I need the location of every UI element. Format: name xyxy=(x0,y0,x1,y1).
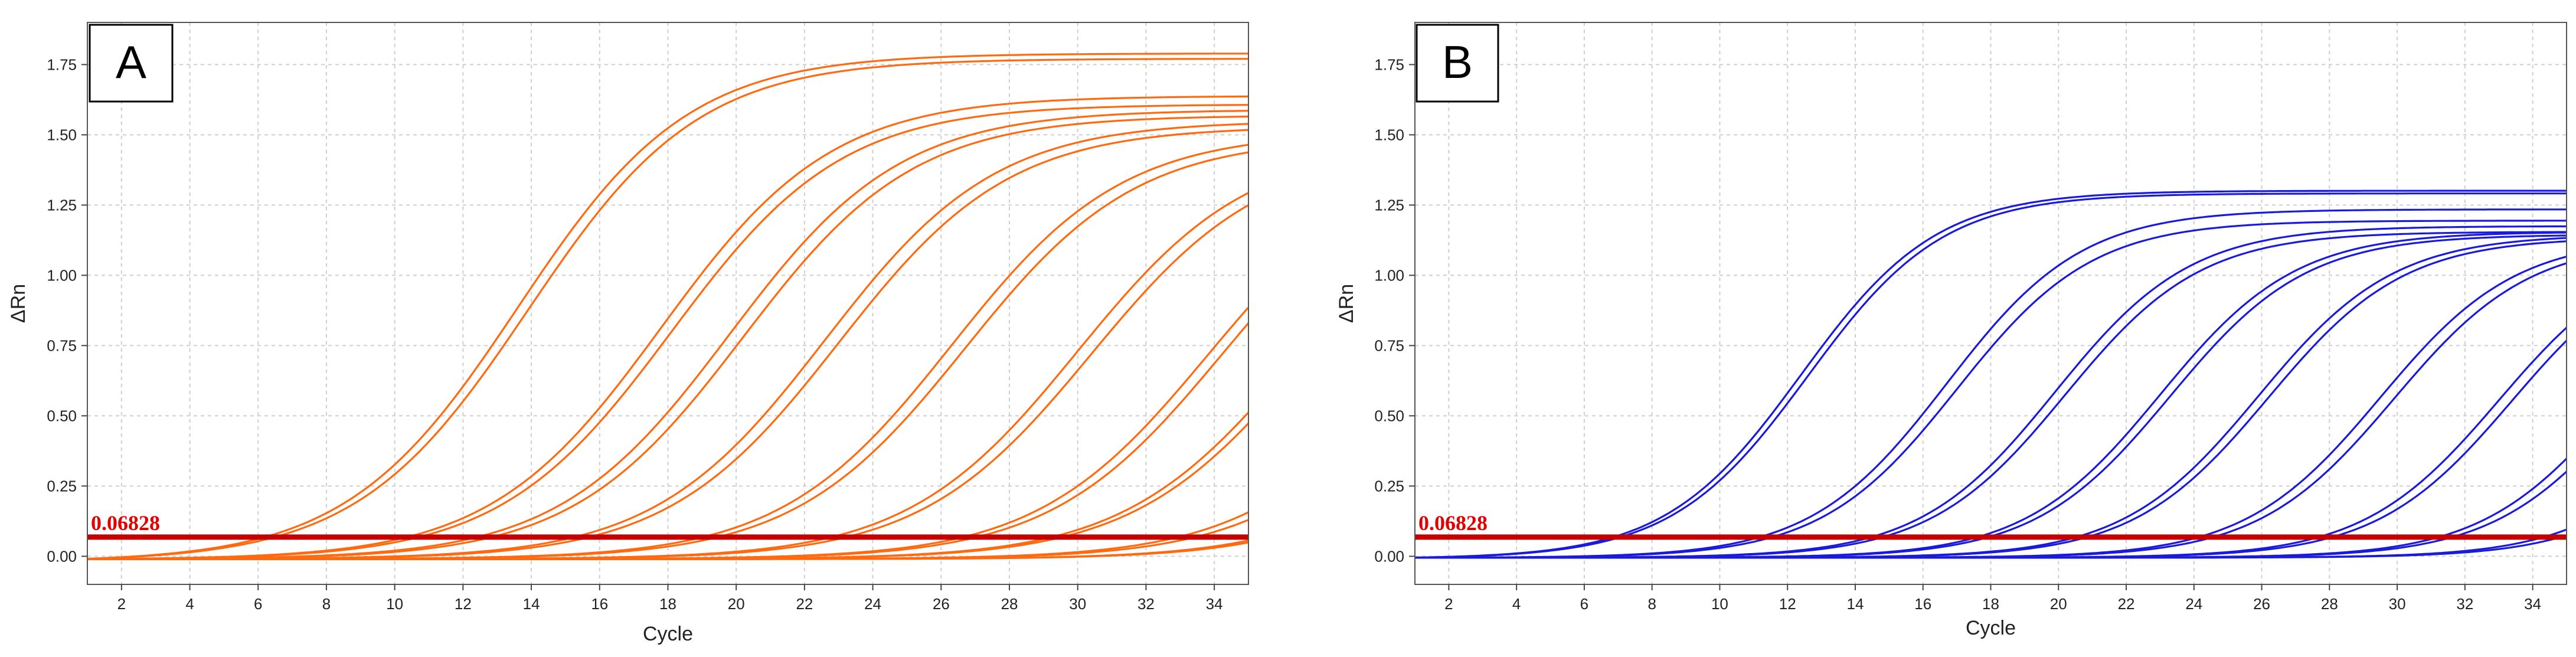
panel-b-y-tick-label-0: 0.00 xyxy=(1374,547,1404,565)
panel-b-x-tick-label-16: 34 xyxy=(2524,595,2541,613)
panel-b-x-axis-title: Cycle xyxy=(1966,617,2016,639)
panel-a-x-tick-label-9: 20 xyxy=(728,595,745,613)
panel-a-x-axis-title: Cycle xyxy=(643,623,693,645)
panel-a-x-tick-label-16: 34 xyxy=(1206,595,1223,613)
panel-a-x-tick-label-14: 30 xyxy=(1069,595,1086,613)
panel-b-x-tick-label-0: 2 xyxy=(1444,595,1453,613)
panel-b-y-tick-label-2: 0.50 xyxy=(1374,407,1404,424)
panel-a-y-tick-label-6: 1.50 xyxy=(47,126,77,143)
panel-b-letter-box xyxy=(1416,24,1499,103)
panel-b-x-tick-label-9: 20 xyxy=(2050,595,2067,613)
panel-a-x-tick-label-11: 24 xyxy=(864,595,881,613)
panel-a-letter: A xyxy=(116,36,146,88)
panel-a-x-tick-label-4: 10 xyxy=(386,595,403,613)
panel-a-x-tick-label-2: 6 xyxy=(254,595,262,613)
panel-b-x-tick-label-5: 12 xyxy=(1779,595,1796,613)
panel-a-x-tick-label-7: 16 xyxy=(591,595,608,613)
panel-b-x-tick-label-10: 22 xyxy=(2118,595,2135,613)
panel-b-x-tick-label-14: 30 xyxy=(2389,595,2406,613)
panel-a-x-tick-label-12: 26 xyxy=(933,595,950,613)
panel-b-letter: B xyxy=(1442,36,1473,88)
panel-a-y-tick-label-7: 1.75 xyxy=(47,55,77,73)
panel-b-threshold-label: 0.06828 xyxy=(1418,511,1488,535)
panel-a-amplification-1-curve xyxy=(87,53,1248,560)
panel-b-x-tick-label-13: 28 xyxy=(2321,595,2338,613)
panel-b-y-tick-label-5: 1.25 xyxy=(1374,196,1404,214)
panel-a-amplification-20-curve xyxy=(87,541,1248,560)
panel-b-x-tick-label-1: 4 xyxy=(1512,595,1521,613)
panel-a-x-tick-label-13: 28 xyxy=(1001,595,1018,613)
panel-a-x-tick-label-10: 22 xyxy=(796,595,813,613)
panel-a-amplification-6-curve xyxy=(87,115,1248,560)
panel-a-y-tick-label-1: 0.25 xyxy=(47,477,77,495)
panel-a-x-tick-label-6: 14 xyxy=(523,595,540,613)
panel-b-x-tick-label-15: 32 xyxy=(2456,595,2473,613)
panel-a-x-tick-label-8: 18 xyxy=(659,595,676,613)
panel-b-x-tick-label-8: 18 xyxy=(1982,595,1999,613)
panel-a-x-tick-label-15: 32 xyxy=(1137,595,1155,613)
panel-a-x-tick-label-3: 8 xyxy=(322,595,331,613)
panel-a-y-tick-label-3: 0.75 xyxy=(47,336,77,354)
panel-a-y-tick-label-4: 1.00 xyxy=(47,266,77,284)
panel-b-amplification-4-curve xyxy=(1415,220,2567,559)
panel-a-x-tick-label-5: 12 xyxy=(455,595,472,613)
panel-b-y-tick-label-3: 0.75 xyxy=(1374,336,1404,354)
panel-b-y-tick-label-6: 1.50 xyxy=(1374,126,1404,143)
panel-b-x-tick-label-6: 14 xyxy=(1847,595,1864,613)
panel-a-y-axis-title: ΔRn xyxy=(7,284,30,323)
panel-b-y-tick-label-4: 1.00 xyxy=(1374,266,1404,284)
panel-a-threshold-label: 0.06828 xyxy=(91,511,160,535)
panel-a-y-tick-label-0: 0.00 xyxy=(47,547,77,565)
panel-b-y-axis-title: ΔRn xyxy=(1335,284,1358,323)
panel-b-x-tick-label-2: 6 xyxy=(1580,595,1588,613)
panel-b-amplification-2-curve xyxy=(1415,192,2567,559)
panel-a-x-tick-label-1: 4 xyxy=(185,595,194,613)
panel-a-x-tick-label-0: 2 xyxy=(117,595,126,613)
panel-b-y-tick-label-7: 1.75 xyxy=(1374,55,1404,73)
panel-a-letter-box xyxy=(89,24,174,103)
panel-a-y-tick-label-2: 0.50 xyxy=(47,407,77,424)
panel-b-x-tick-label-12: 26 xyxy=(2253,595,2270,613)
panel-b-x-tick-label-3: 8 xyxy=(1647,595,1656,613)
panel-b-x-tick-label-4: 10 xyxy=(1711,595,1728,613)
panel-b-y-tick-label-1: 0.25 xyxy=(1374,477,1404,495)
panel-b-x-tick-label-11: 24 xyxy=(2185,595,2202,613)
panel-a-amplification-4-curve xyxy=(87,104,1248,560)
panel-b-x-tick-label-7: 16 xyxy=(1914,595,1931,613)
panel-a-y-tick-label-5: 1.25 xyxy=(47,196,77,214)
panel-b-amplification-18-curve xyxy=(1415,534,2567,559)
panel-b-curves xyxy=(1415,189,2567,559)
